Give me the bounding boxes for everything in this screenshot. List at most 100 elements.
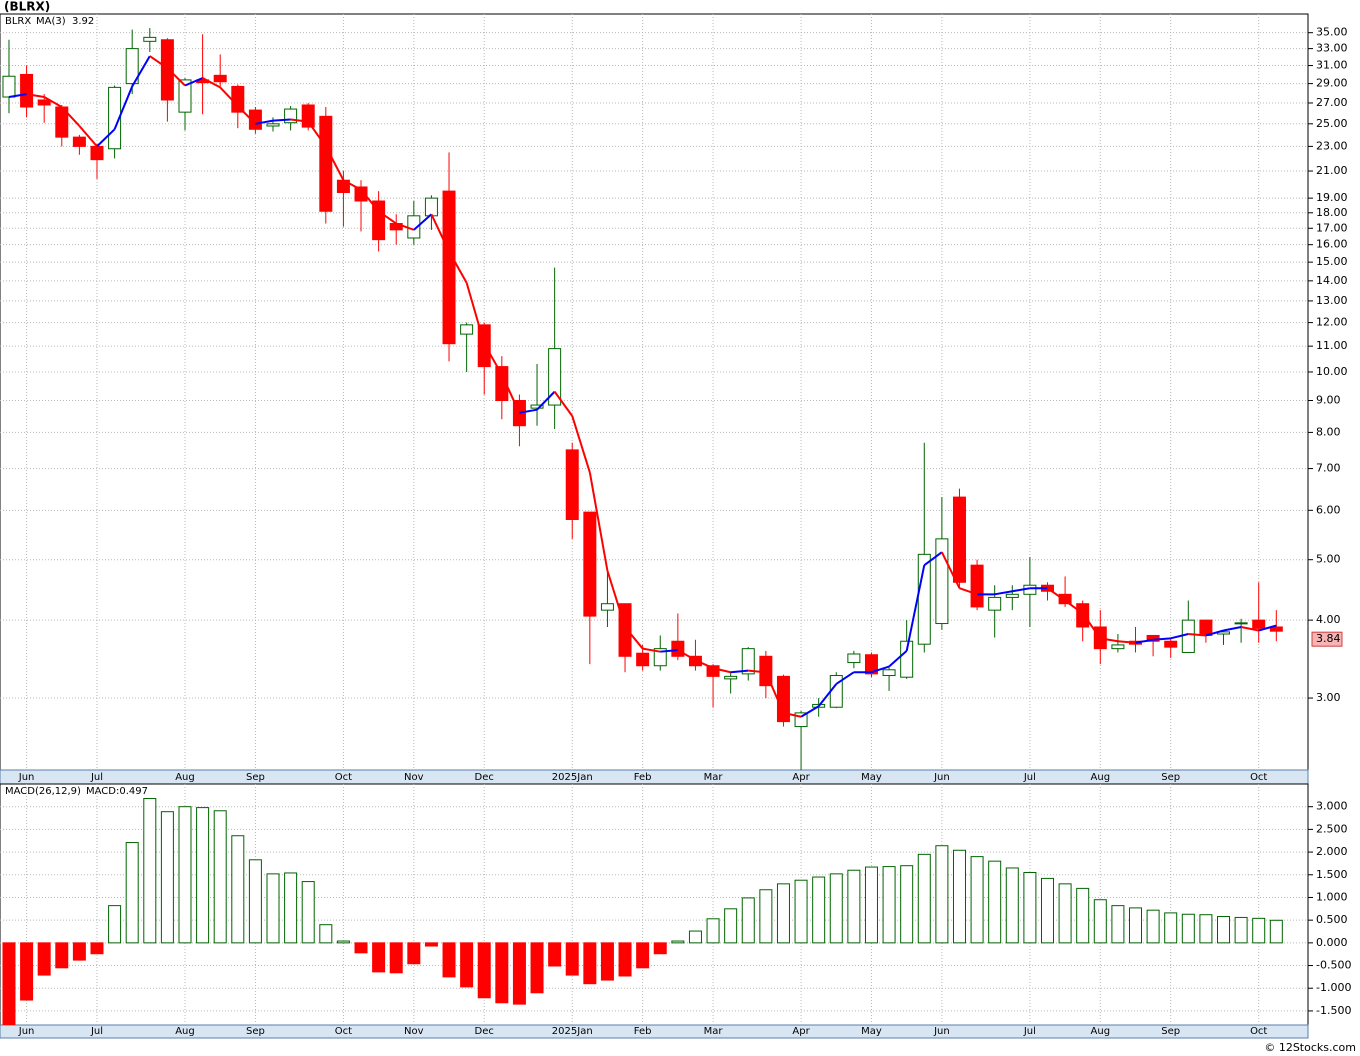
- macd-bar: [917, 853, 931, 944]
- ma-segment: [888, 650, 908, 668]
- ma-segment: [660, 649, 678, 653]
- ma-segment: [940, 551, 961, 589]
- y-tick-label: 15.00: [1316, 255, 1348, 268]
- y-tick-label: 8.00: [1316, 425, 1341, 438]
- macd-bar: [319, 924, 333, 944]
- x-tick-label: Dec: [475, 772, 494, 783]
- ma-segment: [1240, 626, 1259, 632]
- ma-segment: [871, 665, 890, 674]
- macd-bar: [1005, 867, 1019, 944]
- candle-body: [1111, 644, 1125, 650]
- macd-bar: [1058, 883, 1072, 944]
- candle-body: [706, 665, 720, 677]
- ma-segment: [1135, 638, 1154, 644]
- candle-body: [1164, 640, 1178, 648]
- candle-body: [724, 675, 738, 680]
- x-tick-label: Jun: [933, 772, 950, 783]
- candle-body: [988, 596, 1002, 611]
- y-tick-label: 14.00: [1316, 274, 1348, 287]
- candle-body: [1058, 593, 1072, 605]
- macd-bar: [724, 908, 738, 944]
- macd-bar: [1093, 899, 1107, 944]
- chart-title: (BLRX): [4, 0, 50, 14]
- y-tick-label: 19.00: [1316, 191, 1348, 204]
- macd-bar: [1164, 912, 1178, 944]
- macd-title: MACD(26,12,9): [5, 786, 81, 797]
- y-tick-label: 17.00: [1316, 221, 1348, 234]
- x-tick-label: Mar: [704, 772, 724, 783]
- ma-segment: [184, 77, 203, 87]
- candle-body: [900, 640, 914, 678]
- candle-body: [266, 123, 280, 127]
- plot-area: [2, 798, 1283, 1025]
- last-price-label: 3.84: [1316, 632, 1341, 645]
- macd-bar: [90, 942, 104, 955]
- y-tick-label: 25.00: [1316, 117, 1348, 130]
- macd-bar: [706, 918, 720, 944]
- candle-body: [460, 324, 474, 335]
- macd-bar: [178, 806, 192, 944]
- x-tick-label: Jul: [1023, 772, 1036, 783]
- macd-bar: [829, 873, 843, 944]
- ma-segment: [800, 705, 820, 718]
- macd-bar: [512, 942, 526, 1005]
- x-tick-label: Aug: [175, 772, 195, 783]
- macd-bar: [125, 842, 139, 944]
- macd-bar: [2, 942, 16, 1025]
- ma-segment: [730, 669, 749, 674]
- ma-segment: [959, 587, 978, 596]
- ma-segment: [166, 67, 186, 87]
- macd-bar: [248, 859, 262, 944]
- price-panel: [0, 13, 1309, 771]
- macd-bar: [530, 942, 544, 994]
- y-tick-label: -0.500: [1316, 959, 1351, 972]
- ma-segment: [202, 77, 221, 89]
- macd-bar: [583, 942, 597, 985]
- candle-body: [882, 669, 896, 677]
- x-tick-label: Feb: [634, 772, 652, 783]
- y-tick-label: 23.00: [1316, 139, 1348, 152]
- macd-bar: [600, 942, 614, 981]
- ma-segment: [149, 55, 168, 70]
- candle-body: [231, 85, 245, 113]
- ma-segment: [272, 118, 291, 122]
- macd-bar: [636, 942, 650, 969]
- y-tick-label: 29.00: [1316, 77, 1348, 90]
- macd-bar: [741, 897, 755, 944]
- y-tick-label: 1.500: [1316, 868, 1348, 881]
- candle-body: [600, 603, 614, 611]
- macd-bar: [1269, 919, 1283, 944]
- ma-segment: [26, 93, 45, 99]
- macd-bar: [1129, 907, 1143, 944]
- macd-bar: [776, 883, 790, 944]
- candle-body: [160, 39, 174, 101]
- candle-body: [530, 404, 544, 409]
- macd-bar: [864, 866, 878, 944]
- y-tick-label: 0.000: [1316, 936, 1348, 949]
- candle-body: [178, 79, 192, 113]
- ma-segment: [1046, 587, 1066, 602]
- ma-segment: [588, 472, 609, 571]
- y-tick-label: 4.00: [1316, 613, 1341, 626]
- ma-segment: [748, 669, 766, 674]
- ma-segment: [905, 564, 926, 652]
- candle-body: [301, 104, 315, 128]
- x-tick-label: Feb: [634, 1026, 652, 1037]
- ma-segment: [483, 343, 503, 376]
- macd-bar: [548, 942, 562, 967]
- candle-body: [1269, 626, 1283, 632]
- ma-segment: [255, 119, 274, 125]
- ma-segment: [1117, 640, 1136, 644]
- macd-bar: [1181, 913, 1195, 944]
- candle-body: [495, 366, 509, 402]
- x-tick-label: Jun: [18, 1026, 35, 1037]
- candle-body: [636, 652, 650, 667]
- ma-segment: [553, 391, 574, 417]
- y-tick-label: 3.00: [1316, 691, 1341, 704]
- ma-segment: [642, 647, 661, 653]
- ma-segment: [1223, 626, 1242, 632]
- macd-bar: [847, 869, 861, 944]
- macd-bar: [618, 942, 632, 977]
- ma-segment: [712, 667, 731, 674]
- x-tick-label: May: [861, 1026, 882, 1037]
